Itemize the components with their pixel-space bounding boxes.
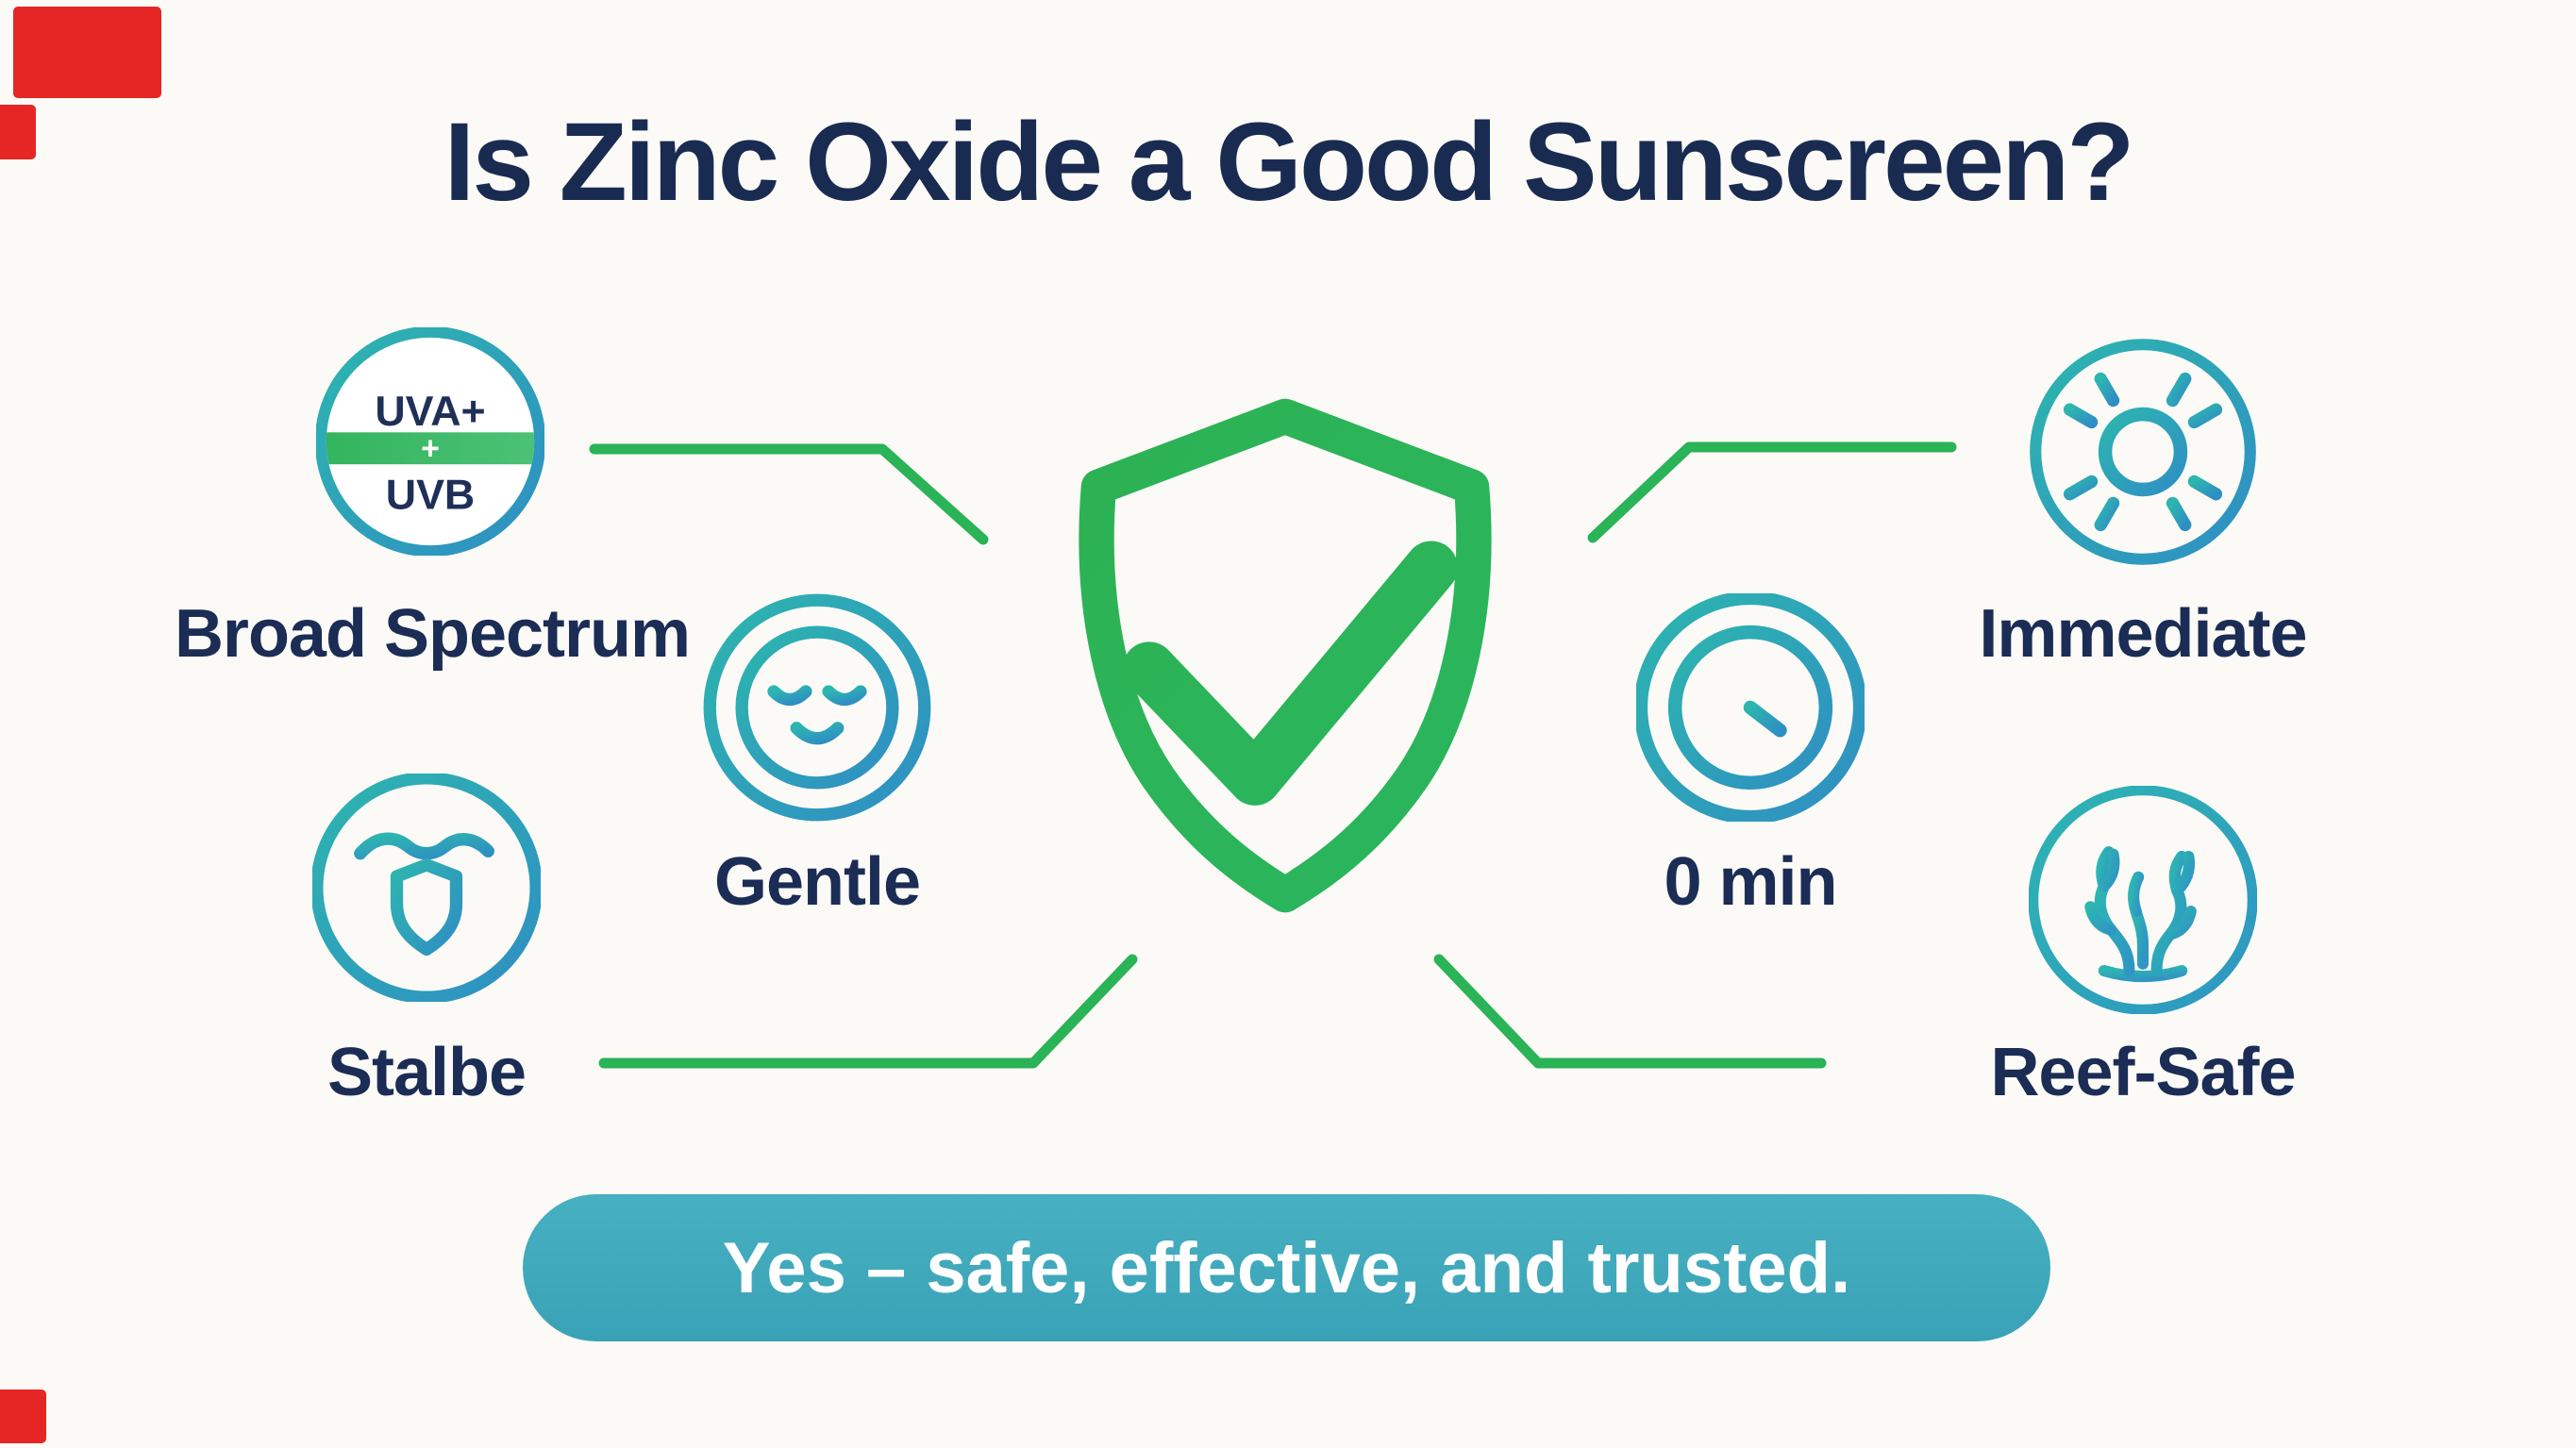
- conclusion-banner: Yes – safe, effective, and trusted.: [523, 1194, 2050, 1341]
- feature-label-reef-safe: Reef-Safe: [1990, 1035, 2296, 1110]
- feature-label-gentle: Gentle: [713, 844, 921, 920]
- clock-icon: [1636, 593, 1865, 822]
- coral-icon: [2029, 786, 2257, 1014]
- uv-band: [326, 432, 535, 465]
- badge-plus-text: +: [421, 431, 440, 467]
- red-artifact-bottom-left: [0, 1390, 46, 1443]
- connector-top-right: [1587, 441, 1957, 543]
- feature-label-immediate: Immediate: [1979, 596, 2307, 672]
- feature-label-stable: Stalbe: [326, 1035, 527, 1110]
- badge-top-text: UVA+: [375, 388, 485, 435]
- shield-check-icon: [1033, 396, 1537, 962]
- page-title: Is Zinc Oxide a Good Sunscreen?: [443, 100, 2135, 225]
- feature-label-zero-min: 0 min: [1664, 844, 1837, 920]
- uva-uvb-badge-icon: UVA+ + UVB: [316, 327, 544, 556]
- feature-label-broad-spectrum: Broad Spectrum: [174, 596, 691, 672]
- connector-bottom-left: [598, 954, 1138, 1069]
- badge-bottom-text: UVB: [386, 471, 476, 518]
- red-artifact-left-edge: [0, 105, 36, 159]
- shield-wave-icon: [312, 774, 541, 1002]
- red-artifact-top-left: [13, 7, 161, 98]
- conclusion-banner-text: Yes – safe, effective, and trusted.: [722, 1227, 1851, 1308]
- connector-top-left: [589, 443, 989, 545]
- connector-bottom-right: [1433, 954, 1827, 1069]
- calm-face-icon: [703, 593, 931, 822]
- sun-icon: [2029, 338, 2257, 566]
